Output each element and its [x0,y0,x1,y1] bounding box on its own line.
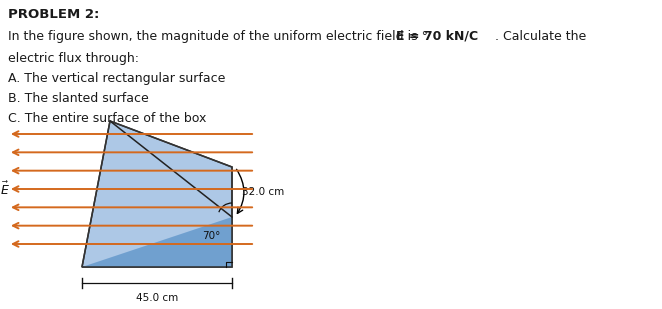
Text: In the figure shown, the magnitude of the uniform electric field is °: In the figure shown, the magnitude of th… [8,30,436,43]
Text: 70°: 70° [202,231,220,241]
Polygon shape [82,217,232,267]
Text: $\vec{E}$: $\vec{E}$ [0,180,10,198]
Text: . Calculate the: . Calculate the [491,30,587,43]
Text: 32.0 cm: 32.0 cm [242,187,284,197]
Polygon shape [82,121,232,267]
Text: B. The slanted surface: B. The slanted surface [8,92,149,105]
Text: C. The entire surface of the box: C. The entire surface of the box [8,112,207,125]
Text: PROBLEM 2:: PROBLEM 2: [8,8,99,21]
Text: A. The vertical rectangular surface: A. The vertical rectangular surface [8,72,225,85]
Text: electric flux through:: electric flux through: [8,52,139,65]
Text: 45.0 cm: 45.0 cm [136,293,178,303]
Text: E = 70 kN/C: E = 70 kN/C [396,30,478,43]
